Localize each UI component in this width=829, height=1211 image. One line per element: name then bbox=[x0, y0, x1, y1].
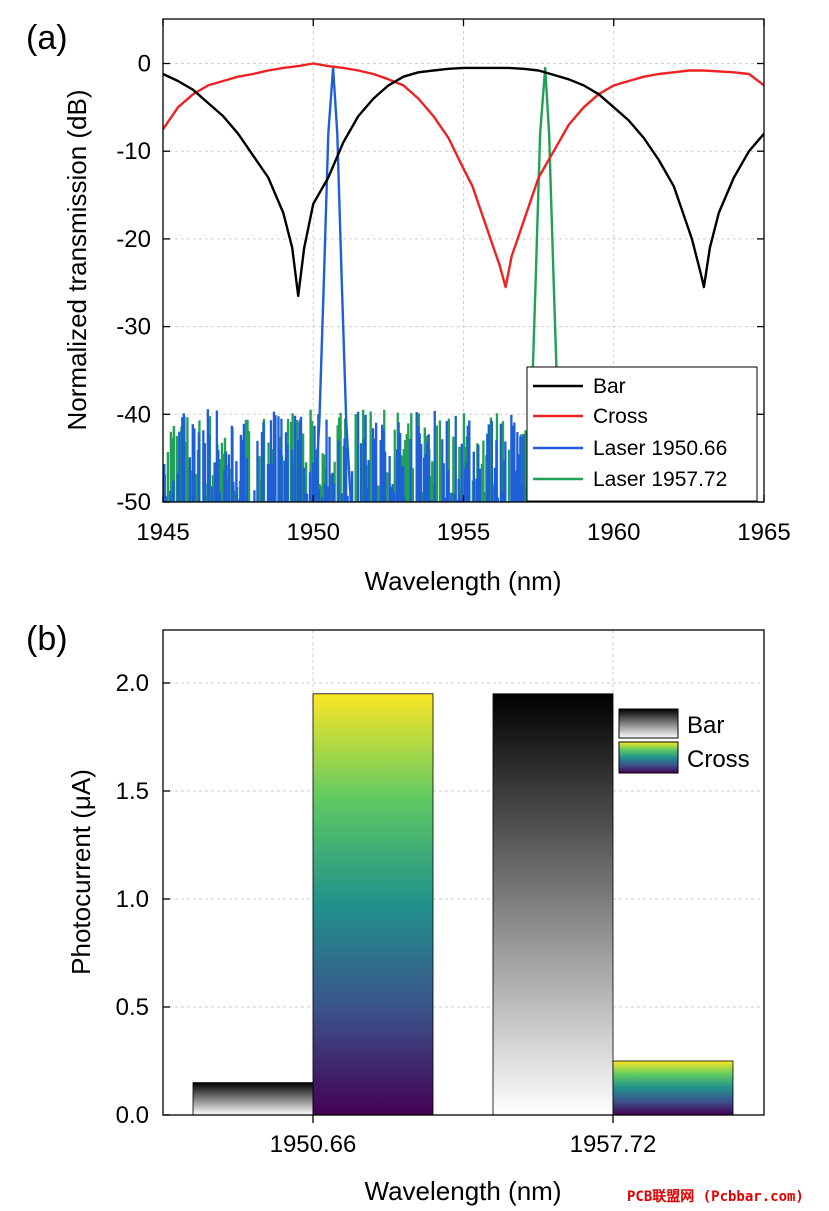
legend-label-bar: Bar bbox=[687, 712, 724, 739]
x-tick-label: 1955 bbox=[437, 519, 490, 546]
panel-b-ticks: 0.0 0.5 1.0 1.5 2.0 1950.66 1957.72 bbox=[116, 670, 657, 1158]
bar-bar-1957-72 bbox=[492, 693, 614, 1116]
y-tick-label: 0.0 bbox=[116, 1102, 149, 1129]
panel-b-bars bbox=[192, 693, 734, 1116]
panel-a-ticks: 1945 1950 1955 1960 1965 0 -10 -20 -30 -40 -50 bbox=[116, 19, 791, 546]
panel-a-x-axis-label: Wavelength (nm) bbox=[365, 566, 562, 596]
x-tick-label: 1957.72 bbox=[570, 1131, 657, 1158]
panel-a-series bbox=[163, 62, 764, 502]
panel-b-y-axis-label: Photocurrent (μA) bbox=[66, 769, 96, 975]
legend-swatch-cross bbox=[618, 741, 679, 774]
x-tick-label: 1950.66 bbox=[270, 1131, 357, 1158]
panel-a-label: (a) bbox=[26, 19, 68, 57]
y-tick-label: 1.0 bbox=[116, 886, 149, 913]
x-tick-label: 1945 bbox=[136, 519, 189, 546]
panel-a-y-axis-label: Normalized transmission (dB) bbox=[62, 90, 92, 431]
x-tick-label: 1950 bbox=[287, 519, 340, 546]
bar-bar-1950-66 bbox=[192, 1082, 314, 1116]
watermark: PCB联盟网 (Pcbbar.com) bbox=[627, 1189, 804, 1205]
panel-b-x-axis-label: Wavelength (nm) bbox=[365, 1176, 562, 1206]
series-line-bar bbox=[163, 66, 764, 298]
legend-label-cross: Cross bbox=[593, 405, 648, 428]
bar-cross-1950-66 bbox=[312, 693, 434, 1116]
panel-a-legend: Bar Cross Laser 1950.66 Laser 1957.72 bbox=[526, 366, 758, 502]
panel-b-frame bbox=[162, 629, 765, 1116]
chart-panel-b: (b) 0.0 0.5 1.0 1.5 2.0 1950.66 1957.72 Wavele… bbox=[26, 620, 765, 1206]
series-line-cross bbox=[163, 62, 764, 289]
y-tick-label: 0 bbox=[138, 51, 151, 78]
x-tick-label: 1960 bbox=[587, 519, 640, 546]
y-tick-label: -20 bbox=[116, 226, 151, 253]
y-tick-label: 0.5 bbox=[116, 994, 149, 1021]
y-tick-label: -30 bbox=[116, 314, 151, 341]
legend-swatch-bar bbox=[618, 708, 679, 739]
y-tick-label: -10 bbox=[116, 138, 151, 165]
legend-label-bar: Bar bbox=[593, 375, 626, 398]
legend-label-cross: Cross bbox=[687, 746, 750, 773]
legend-label-laser-1950: Laser 1950.66 bbox=[593, 437, 727, 460]
y-tick-label: 2.0 bbox=[116, 670, 149, 697]
y-tick-label: -50 bbox=[116, 489, 151, 516]
bar-cross-1957-72 bbox=[612, 1060, 734, 1116]
panel-b-label: (b) bbox=[26, 620, 68, 658]
y-tick-label: -40 bbox=[116, 401, 151, 428]
y-tick-label: 1.5 bbox=[116, 778, 149, 805]
panel-b-legend: Bar Cross bbox=[618, 708, 750, 774]
series-line-laser-1950-66 bbox=[313, 66, 352, 502]
x-tick-label: 1965 bbox=[737, 519, 790, 546]
chart-panel-a: (a) 1945 1950 1955 1960 1965 0 -10 -20 -30 -40 -50… bbox=[26, 18, 791, 596]
panel-b-grid bbox=[163, 630, 764, 1116]
legend-label-laser-1957: Laser 1957.72 bbox=[593, 468, 727, 491]
